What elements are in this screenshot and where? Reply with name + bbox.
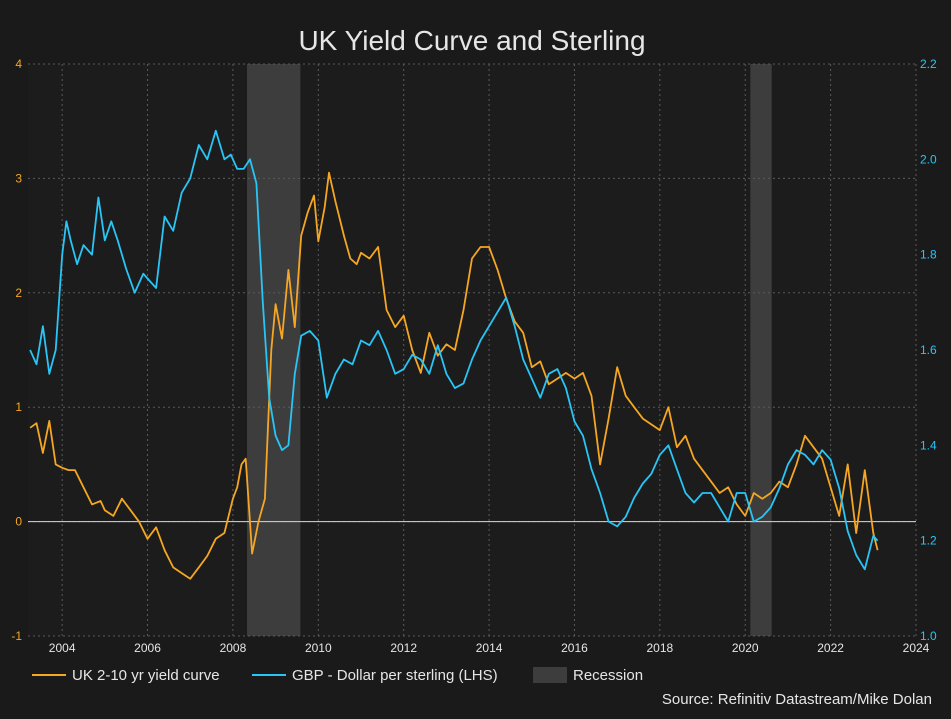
x-tick-label: 2012 [390, 641, 417, 655]
x-tick-label: 2022 [817, 641, 844, 655]
x-axis-ticks: 2004 2006 2008 2010 2012 2014 2016 2018 2020 2022… [49, 641, 930, 655]
right-tick-label: 1.4 [920, 438, 937, 452]
series-line-gbp-usd [29, 129, 879, 571]
legend-label: Recession [573, 667, 643, 684]
legend-label: GBP - Dollar per sterling (LHS) [292, 667, 498, 684]
chart-title: UK Yield Curve and Sterling [298, 25, 645, 56]
x-tick-label: 2016 [561, 641, 588, 655]
legend-swatch [533, 667, 567, 683]
plot-area [28, 64, 916, 636]
right-tick-label: 1.2 [920, 534, 937, 548]
series-line-yield-curve [29, 171, 879, 580]
legend: UK 2-10 yr yield curve GBP - Dollar per s… [32, 667, 643, 684]
right-tick-label: 2.0 [920, 152, 937, 166]
recession-band [247, 64, 301, 636]
legend-label: UK 2-10 yr yield curve [72, 667, 220, 684]
right-tick-label: 1.8 [920, 248, 937, 262]
x-tick-label: 2020 [732, 641, 759, 655]
x-tick-label: 2006 [134, 641, 161, 655]
left-tick-label: 0 [15, 515, 22, 529]
right-tick-label: 2.2 [920, 57, 937, 71]
recession-bands [247, 64, 772, 636]
series-lines [29, 129, 879, 580]
left-tick-label: 4 [15, 57, 22, 71]
right-axis-ticks: 1.0 1.2 1.4 1.6 1.8 2.0 2.2 [920, 57, 937, 643]
left-axis-ticks: -1 0 1 2 3 4 [11, 57, 22, 643]
left-tick-label: 1 [15, 400, 22, 414]
right-tick-label: 1.0 [920, 629, 937, 643]
left-tick-label: 3 [15, 171, 22, 185]
source-note: Source: Refinitiv Datastream/Mike Dolan [662, 691, 932, 708]
x-tick-label: 2010 [305, 641, 332, 655]
left-tick-label: -1 [11, 629, 22, 643]
x-tick-label: 2008 [220, 641, 247, 655]
left-tick-label: 2 [15, 286, 22, 300]
right-tick-label: 1.6 [920, 343, 937, 357]
gridlines [28, 63, 917, 637]
x-tick-label: 2014 [476, 641, 503, 655]
x-tick-label: 2024 [903, 641, 930, 655]
x-tick-label: 2004 [49, 641, 76, 655]
recession-band [750, 64, 772, 636]
x-tick-label: 2018 [646, 641, 673, 655]
